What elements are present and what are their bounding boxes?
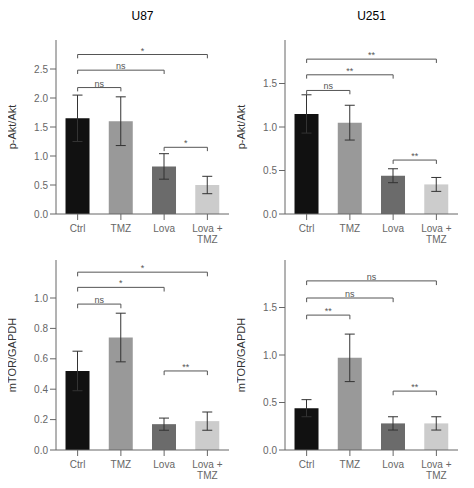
svg-text:Lova +TMZ: Lova +TMZ	[421, 223, 451, 244]
html-text:U87: U87	[131, 9, 154, 23]
svg-text:Lova: Lova	[153, 459, 175, 470]
svg-text:*: *	[184, 138, 188, 148]
svg-text:Lova: Lova	[382, 223, 404, 234]
svg-text:Ctrl: Ctrl	[299, 223, 315, 234]
svg-text:TMZ: TMZ	[111, 459, 132, 470]
svg-text:1.0: 1.0	[34, 293, 48, 304]
svg-text:**: **	[182, 362, 190, 372]
svg-text:Lova: Lova	[153, 223, 175, 234]
svg-text:**: **	[368, 50, 376, 60]
svg-text:1.0: 1.0	[34, 151, 48, 162]
svg-text:p-Akt/Akt: p-Akt/Akt	[8, 105, 18, 150]
svg-text:0.0: 0.0	[34, 209, 48, 220]
svg-text:1.5: 1.5	[34, 122, 48, 133]
svg-text:mTOR/GAPDH: mTOR/GAPDH	[8, 318, 18, 392]
svg-text:ns: ns	[323, 81, 333, 91]
svg-text:0.0: 0.0	[263, 445, 277, 456]
svg-text:*: *	[141, 263, 145, 273]
svg-text:ns: ns	[345, 289, 355, 299]
svg-text:0.5: 0.5	[34, 180, 48, 191]
svg-text:2.0: 2.0	[34, 93, 48, 104]
svg-text:**: **	[411, 382, 419, 392]
svg-text:Lova: Lova	[382, 459, 404, 470]
svg-text:*: *	[119, 278, 123, 288]
svg-text:Ctrl: Ctrl	[299, 459, 315, 470]
svg-text:**: **	[346, 66, 354, 76]
svg-text:TMZ: TMZ	[111, 223, 132, 234]
svg-text:ns: ns	[94, 79, 104, 89]
svg-text:0.0: 0.0	[263, 209, 277, 220]
svg-text:0.8: 0.8	[34, 323, 48, 334]
svg-text:2.5: 2.5	[34, 64, 48, 75]
svg-text:Ctrl: Ctrl	[70, 223, 86, 234]
svg-text:ns: ns	[94, 295, 104, 305]
svg-text:mTOR/GAPDH: mTOR/GAPDH	[237, 318, 247, 392]
svg-text:ns: ns	[116, 61, 126, 71]
svg-text:1.0: 1.0	[263, 350, 277, 361]
svg-text:TMZ: TMZ	[340, 459, 361, 470]
svg-text:0.4: 0.4	[34, 384, 48, 395]
html-text:U251: U251	[357, 9, 386, 23]
svg-text:*: *	[141, 46, 145, 56]
svg-text:0.5: 0.5	[263, 165, 277, 176]
svg-text:0.6: 0.6	[34, 353, 48, 364]
svg-text:p-Akt/Akt: p-Akt/Akt	[237, 105, 247, 150]
svg-text:0.5: 0.5	[263, 397, 277, 408]
svg-text:Lova +TMZ: Lova +TMZ	[192, 223, 222, 244]
svg-text:**: **	[411, 151, 419, 161]
svg-text:**: **	[325, 306, 333, 316]
svg-text:1.5: 1.5	[263, 302, 277, 313]
svg-text:Lova +TMZ: Lova +TMZ	[192, 459, 222, 480]
svg-text:0.2: 0.2	[34, 414, 48, 425]
svg-text:1.5: 1.5	[263, 78, 277, 89]
svg-text:0.0: 0.0	[34, 445, 48, 456]
svg-text:TMZ: TMZ	[340, 223, 361, 234]
svg-text:Lova +TMZ: Lova +TMZ	[421, 459, 451, 480]
svg-text:Ctrl: Ctrl	[70, 459, 86, 470]
svg-text:ns: ns	[367, 272, 377, 282]
svg-text:1.0: 1.0	[263, 122, 277, 133]
